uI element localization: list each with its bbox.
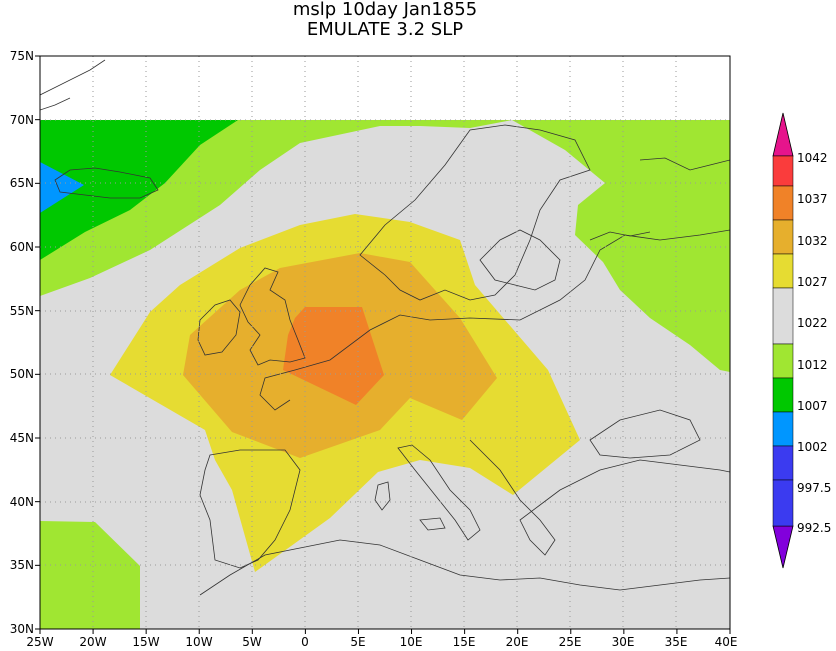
x-tick-label: 5E	[350, 635, 365, 649]
colorbar-segment-1012	[772, 287, 794, 345]
x-tick-label: 10E	[400, 635, 423, 649]
x-tick-label: 0	[301, 635, 309, 649]
colorbar-bottom-arrow	[772, 525, 794, 569]
x-tick-label: 5W	[242, 635, 262, 649]
colorbar-segment-1022	[772, 253, 794, 289]
y-tick-label: 65N	[10, 176, 34, 190]
x-tick-label: 20W	[79, 635, 106, 649]
y-tick-label: 40N	[10, 495, 34, 509]
y-tick-label: 55N	[10, 304, 34, 318]
colorbar-label: 1002	[797, 440, 828, 454]
colorbar-top-arrow	[772, 112, 794, 157]
colorbar-segment-1032	[772, 185, 794, 221]
x-tick-label: 15E	[453, 635, 476, 649]
y-tick-label: 70N	[10, 113, 34, 127]
x-tick-label: 40E	[715, 635, 738, 649]
y-tick-labels: 30N 35N 40N 45N 50N 55N 60N 65N 70N 75N	[10, 49, 34, 636]
y-tick-label: 30N	[10, 622, 34, 636]
grid	[40, 56, 730, 629]
y-tick-label: 45N	[10, 431, 34, 445]
colorbar-label: 1012	[797, 358, 828, 372]
colorbar-segment-1007	[772, 343, 794, 379]
colorbar-segment-987	[772, 479, 794, 527]
y-tick-label: 75N	[10, 49, 34, 63]
field-997	[40, 162, 84, 213]
colorbar-label: 997.5	[797, 481, 831, 495]
colorbar-segment-1027	[772, 219, 794, 255]
colorbar-segment-992	[772, 445, 794, 481]
colorbar-label: 992.5	[797, 521, 831, 535]
colorbar: 1042 1037 1032 1027 1022 1012 1007 1002 …	[772, 112, 831, 569]
x-tick-label: 20E	[506, 635, 529, 649]
plot-frame	[39, 55, 731, 630]
colorbar-label: 1007	[797, 399, 828, 413]
field-1032	[283, 307, 384, 405]
colorbar-label: 1037	[797, 192, 828, 206]
map-title: mslp 10day Jan1855 EMULATE 3.2 SLP	[0, 0, 770, 40]
field-1002	[40, 120, 238, 260]
colorbar-segment-997	[772, 411, 794, 447]
colorbar-label: 1032	[797, 234, 828, 248]
colorbar-label: 1042	[797, 151, 828, 165]
x-tick-label: 25W	[26, 635, 53, 649]
colorbar-segment-1002	[772, 377, 794, 413]
title-line-1: mslp 10day Jan1855	[292, 0, 478, 20]
tick-marks	[35, 55, 731, 634]
x-tick-label: 30E	[612, 635, 635, 649]
y-tick-label: 35N	[10, 558, 34, 572]
colorbar-segment-1037	[772, 155, 794, 187]
x-tick-label: 25E	[559, 635, 582, 649]
x-tick-label: 35E	[665, 635, 688, 649]
colorbar-label: 1022	[797, 316, 828, 330]
x-tick-label: 15W	[132, 635, 159, 649]
y-tick-label: 50N	[10, 367, 34, 381]
x-tick-label: 10W	[185, 635, 212, 649]
colorbar-label: 1027	[797, 275, 828, 289]
field-1007-southwest	[40, 521, 140, 629]
coastlines	[40, 59, 730, 596]
title-line-2: EMULATE 3.2 SLP	[306, 19, 464, 40]
x-tick-labels: 25W 20W 15W 10W 5W 0 5E 10E 15E 20E 25E …	[26, 635, 737, 649]
y-tick-label: 60N	[10, 240, 34, 254]
